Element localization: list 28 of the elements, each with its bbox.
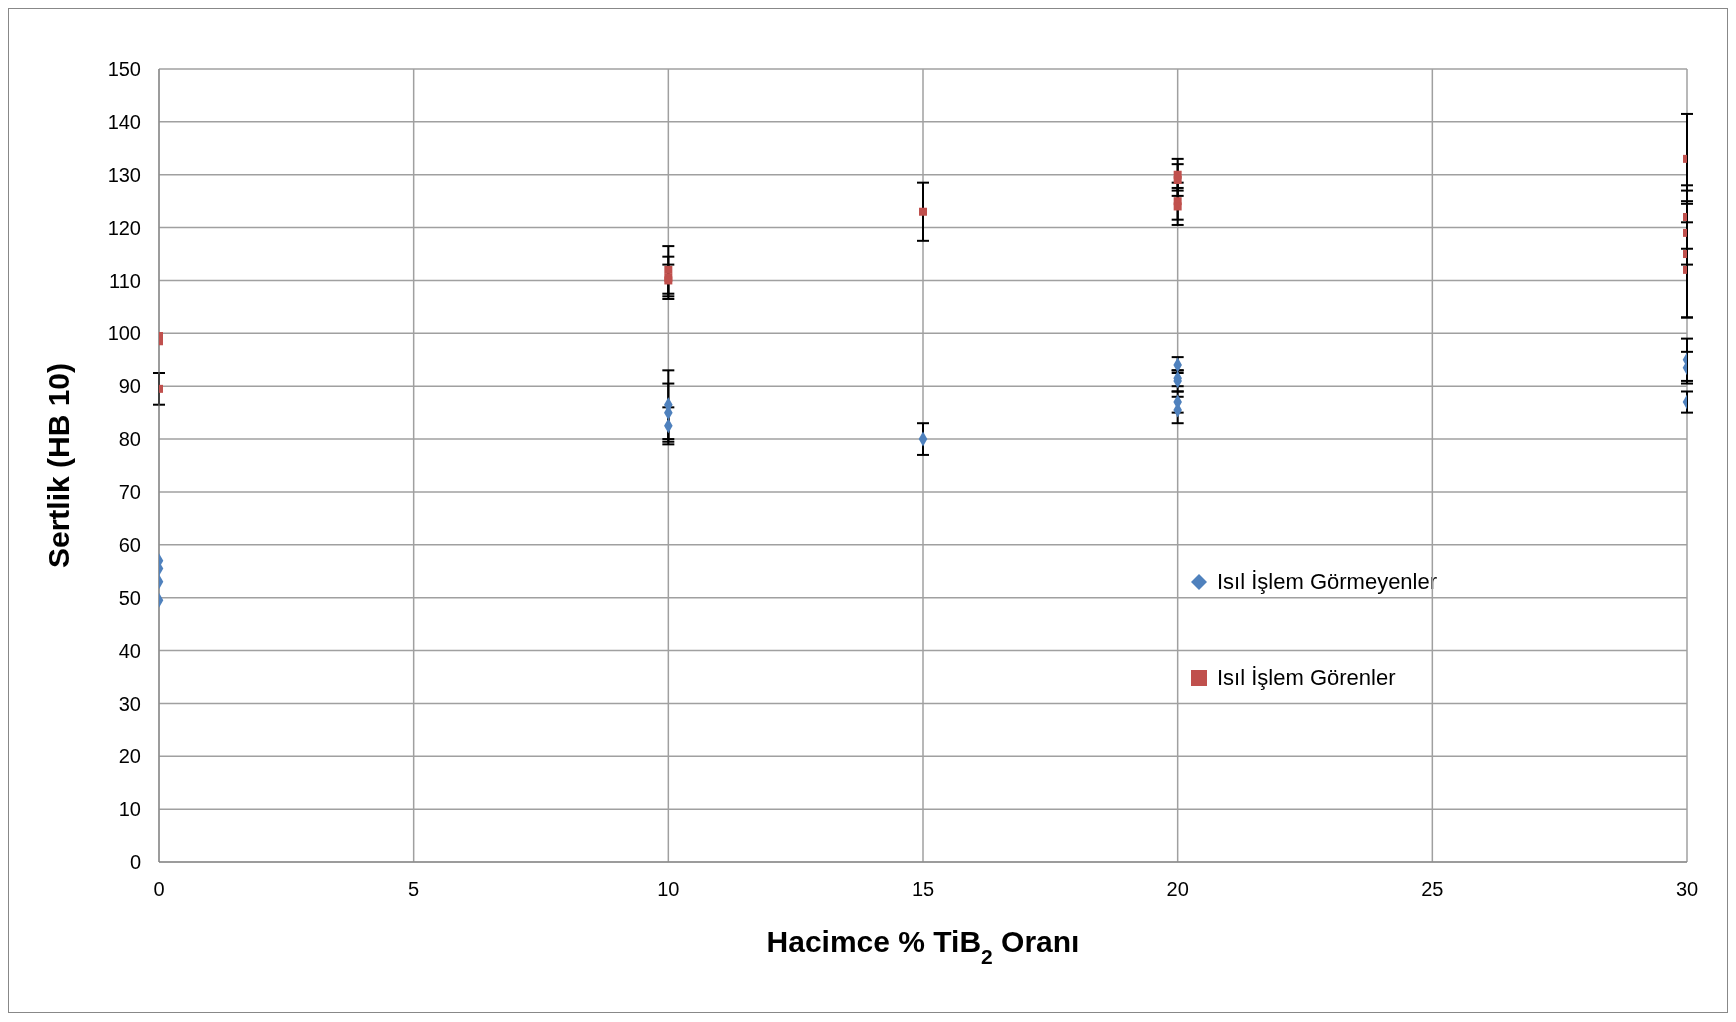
x-tick-label: 15 [911, 878, 935, 901]
y-tick-label: 20 [118, 745, 141, 768]
y-tick-label: 130 [107, 163, 141, 186]
y-tick-label: 50 [118, 586, 141, 609]
y-tick-label: 0 [129, 851, 141, 874]
y-tick-label: 110 [109, 269, 141, 292]
x-tick-label: 25 [1421, 878, 1444, 901]
x-tick-label: 0 [153, 878, 165, 901]
y-tick-label: 10 [118, 798, 141, 821]
y-tick-label: 150 [107, 58, 141, 81]
y-tick-label: 70 [118, 481, 141, 504]
y-tick-label: 100 [107, 322, 141, 345]
legend-label: Isıl İşlem Görmeyenler [1217, 569, 1438, 595]
y-tick-label: 120 [107, 216, 141, 239]
x-tick-label: 20 [1166, 878, 1189, 901]
x-tick-label: 30 [1675, 878, 1699, 901]
point [919, 207, 927, 216]
y-axis-title: Sertlik (HB 10) [42, 362, 75, 569]
y-tick-label: 90 [118, 375, 141, 398]
y-tick-label: 60 [118, 533, 141, 556]
legend-label: Isıl İşlem Görenler [1217, 665, 1396, 691]
y-tick-label: 30 [118, 692, 141, 715]
y-tick-label: 80 [118, 428, 141, 451]
x-tick-label: 5 [408, 878, 420, 901]
x-tick-label: 10 [657, 878, 680, 901]
x-axis-title: Hacimce % TiB$_{2}$ Oranı [766, 925, 1080, 968]
y-tick-label: 140 [107, 110, 141, 133]
y-tick-label: 40 [118, 639, 141, 662]
